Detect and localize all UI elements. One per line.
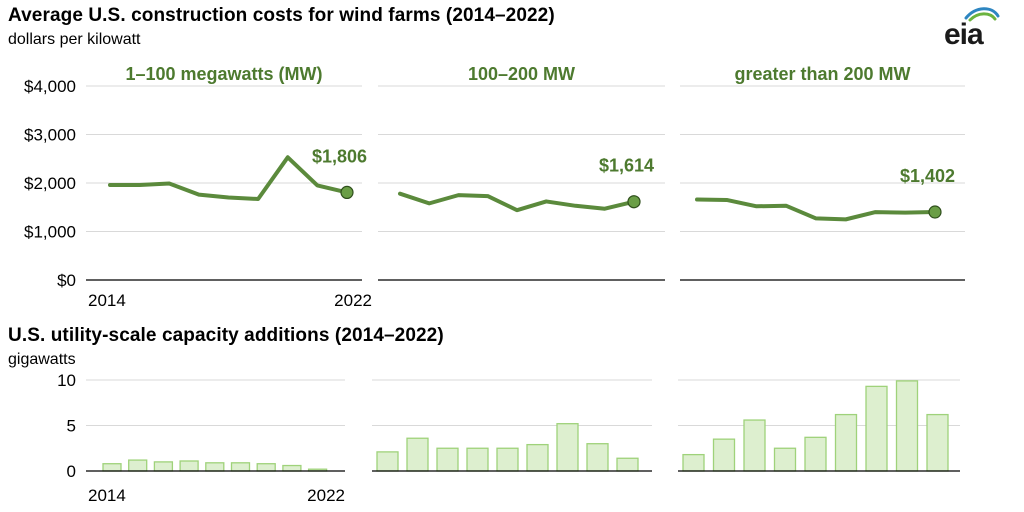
bar [496,447,519,472]
y-tick-label: $2,000 [24,174,76,193]
y-tick-label: 0 [67,462,76,481]
endpoint-label: $1,806 [312,146,367,166]
bar [773,447,797,472]
bar [102,463,122,472]
endpoint-marker [928,205,942,219]
y-tick-label: $4,000 [24,77,76,96]
y-tick-label: $3,000 [24,126,76,145]
bar [895,380,919,472]
bottom-chart-unit: gigawatts [8,351,76,368]
bar [834,413,858,472]
bar [586,443,609,472]
panel-title: 100–200 MW [468,64,575,84]
bar [526,443,549,472]
endpoint-marker [340,185,354,200]
x-tick-label: 2022 [307,486,345,505]
endpoint-label: $1,614 [599,156,654,176]
y-tick-label: $0 [57,271,76,290]
bottom-chart-title: U.S. utility-scale capacity additions (2… [8,325,444,346]
series-line [695,197,937,222]
bar [926,413,949,472]
x-tick-label: 2014 [88,291,126,310]
bar [556,423,579,472]
y-tick-label: 5 [67,417,76,436]
eia-logo-icon [964,7,1000,22]
bar [436,447,459,472]
series-line [398,191,636,213]
panel-title: 1–100 megawatts (MW) [125,64,322,84]
bar [230,462,251,472]
bar [712,438,736,472]
bar [205,462,225,472]
bar [804,436,827,472]
panel-title: greater than 200 MW [734,64,910,84]
bar [743,419,766,472]
endpoint-label: $1,402 [900,166,955,186]
bar [682,453,705,472]
bar [865,385,888,472]
series-line [108,155,349,202]
bar [616,457,639,472]
bar [179,460,199,472]
bar [128,459,148,472]
bar [256,463,276,472]
eia-logo-text: eia [944,18,984,51]
bar [466,447,489,472]
bar [376,451,399,472]
y-tick-label: $1,000 [24,223,76,242]
endpoint-marker [627,195,641,209]
bar [406,437,429,472]
y-tick-label: 10 [57,371,76,390]
bar [282,464,302,472]
x-tick-label: 2014 [88,486,126,505]
bar [153,461,174,472]
x-tick-label: 2022 [334,291,372,310]
top-chart-unit: dollars per kilowatt [8,31,141,48]
top-chart-title: Average U.S. construction costs for wind… [8,5,555,26]
